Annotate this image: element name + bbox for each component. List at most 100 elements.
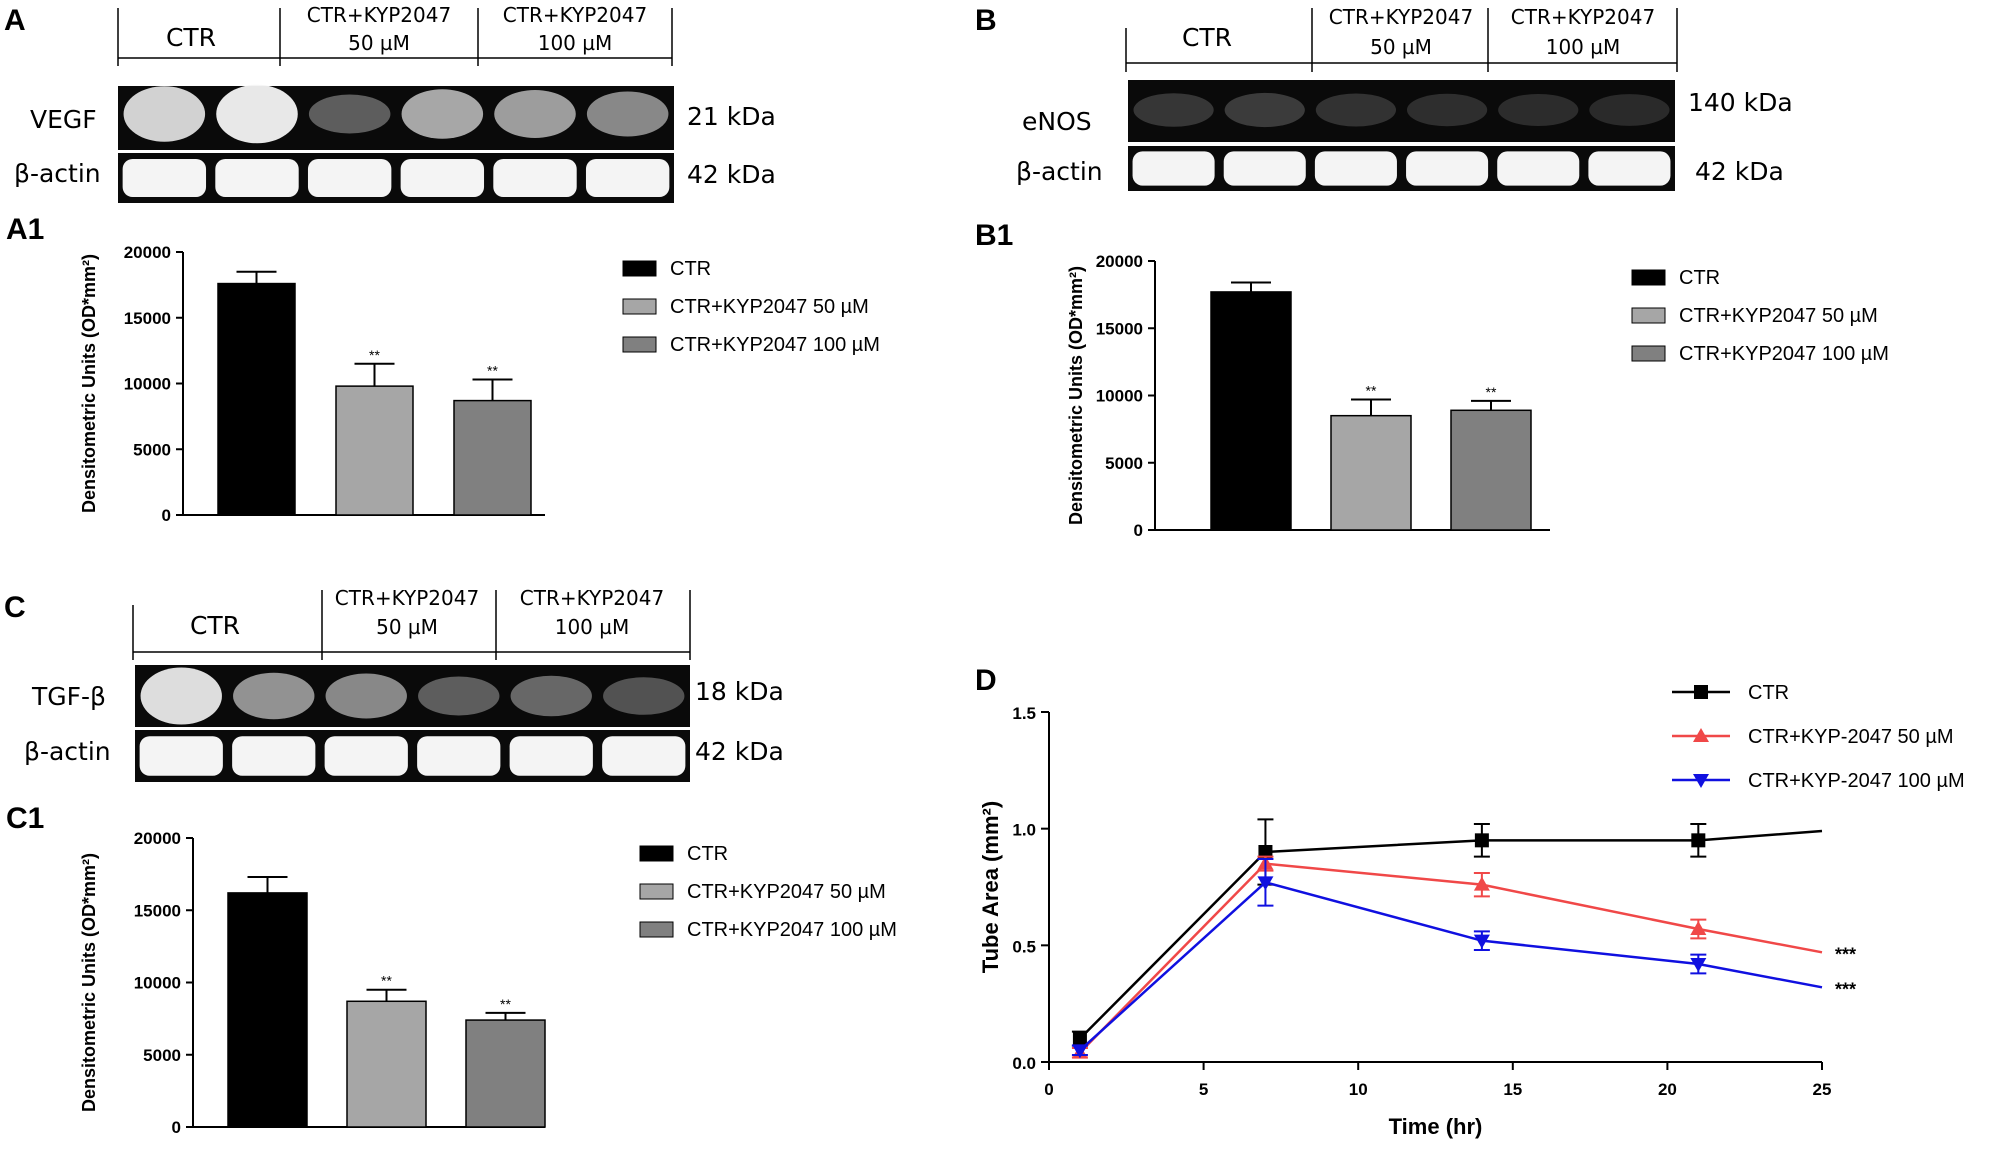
chart-d: 0 5 10 15 20 25 0.0 0.5 1.0 1.5 Time (hr) Tube Area… [978, 682, 1965, 1139]
panel-label-a1: A1 [6, 213, 44, 246]
b1-ytick-label: 0 [1134, 521, 1143, 540]
blot-b-band-4 [1406, 93, 1488, 127]
blot-c-band-2 [233, 672, 315, 720]
chart-a1: 0 5000 10000 15000 20000 Densitometric Units … [79, 243, 880, 525]
b1-legend-swatch [1631, 345, 1666, 362]
blot-c-header-lines [132, 590, 691, 660]
d-series-1-line [1079, 829, 1823, 1040]
blot-b-actin-band-6 [1588, 151, 1671, 186]
blot-a-band-1 [123, 86, 206, 142]
blot-c-band-3 [325, 673, 407, 719]
c1-significance: ** [500, 996, 511, 1012]
blot-c-band-6 [603, 677, 685, 715]
blot-b-actin-strip [1128, 146, 1675, 191]
b1-bar [1210, 291, 1292, 531]
blot-a-actin-band-2 [215, 159, 299, 197]
d-series-3-point [1690, 958, 1707, 972]
blot-a-band-3 [308, 94, 391, 134]
a1-bar [453, 399, 532, 516]
a1-ytick-label: 20000 [124, 243, 171, 262]
blot-c-actin-bands [139, 736, 686, 776]
blot-a-band-6 [586, 91, 669, 137]
b1-legend-label: CTR [1679, 267, 1720, 289]
d-series-3-point [1257, 876, 1274, 891]
c1-bar [346, 1000, 427, 1128]
blot-c-actin-band-1 [139, 736, 223, 776]
blot-a-protein-label: VEGF [30, 105, 97, 134]
blot-b-band-2 [1224, 92, 1305, 128]
blot-a-actin-band-4 [400, 159, 485, 197]
blot-a-actin-band-1 [122, 159, 207, 197]
blot-b-actin-band-5 [1497, 151, 1580, 186]
b1-ytick-label: 5000 [1105, 454, 1143, 473]
a1-significance: ** [487, 363, 498, 379]
blot-b-actin-bands [1132, 151, 1671, 186]
c1-bar [227, 892, 308, 1128]
d-series-3-line [1079, 880, 1823, 1052]
c1-ytick-label: 15000 [134, 901, 181, 920]
c1-legend-label: CTR+KYP2047 100 µM [687, 919, 897, 941]
d-series-1-point [1691, 833, 1706, 848]
a1-legend-swatch [622, 336, 657, 353]
a1-bar [335, 385, 414, 516]
a1-significance: ** [369, 347, 380, 363]
blot-b-actin-band-2 [1223, 151, 1306, 186]
blot-a-header-kyp100-dose: 100 µM [538, 31, 613, 55]
blot-b-protein-label: eNOS [1022, 107, 1092, 136]
b1-legend-label: CTR+KYP2047 50 µM [1679, 305, 1878, 327]
blot-a-header-lines [117, 8, 673, 66]
d-series-1-point [1258, 845, 1273, 859]
blot-b-header-kyp50: CTR+KYP2047 [1329, 5, 1473, 29]
a1-ytick-label: 10000 [124, 375, 171, 394]
d-xtick-label: 25 [1813, 1080, 1832, 1099]
blot-c-actin-band-6 [602, 736, 686, 776]
blot-b-control-label: β-actin [1016, 157, 1103, 186]
d-series-3-point [1071, 1044, 1088, 1059]
d-series-2-point [1473, 876, 1490, 891]
blot-a-protein-bands [123, 84, 669, 144]
blot-b-actin-band-3 [1314, 151, 1397, 186]
a1-legend-swatch [622, 260, 657, 277]
blot-a-actin-band-3 [307, 159, 392, 197]
d-legend-1-marker [1694, 685, 1708, 699]
a1-ytick-label: 15000 [124, 309, 171, 328]
blot-b-band-1 [1133, 93, 1214, 127]
c1-ytick-label: 20000 [134, 829, 181, 848]
a1-legend-swatch [622, 298, 657, 315]
blot-c-protein-strip [135, 665, 690, 727]
blot-c-actin-strip [135, 730, 690, 782]
blot-b-header-kyp100: CTR+KYP2047 [1511, 5, 1655, 29]
a1-legend-label: CTR+KYP2047 50 µM [670, 296, 869, 318]
b1-y-axis-label: Densitometric Units (OD*mm²) [1066, 266, 1086, 525]
blot-a-control-kda: 42 kDa [687, 160, 776, 189]
blot-b-header-lines [1125, 8, 1678, 72]
d-series-3-significance: *** [1835, 979, 1856, 999]
c1-ytick-label: 5000 [143, 1046, 181, 1065]
panel-label-c: C [4, 591, 26, 624]
blot-c-band-1 [140, 667, 222, 725]
d-legend-3-marker [1693, 774, 1709, 788]
d-xtick-label: 5 [1199, 1080, 1208, 1099]
blot-a-header-kyp50-dose: 50 µM [348, 31, 410, 55]
b1-significance: ** [1366, 383, 1377, 399]
c1-legend-swatch [639, 921, 674, 938]
chart-c1: 0 5000 10000 15000 20000 Densitometric Units … [79, 829, 897, 1137]
blot-c-header-kyp50-dose: 50 µM [376, 615, 438, 639]
blot-b: CTR CTR+KYP2047 50 µM CTR+KYP2047 100 µM… [1016, 5, 1793, 191]
panel-label-b1: B1 [975, 219, 1013, 252]
blot-b-actin-band-4 [1406, 151, 1489, 186]
blot-c-header-kyp100-dose: 100 µM [555, 615, 630, 639]
blot-b-header-kyp100-dose: 100 µM [1546, 35, 1621, 59]
blot-a-actin-bands [122, 159, 670, 197]
blot-a-band-2 [216, 84, 298, 144]
d-series-2-significance: *** [1835, 944, 1856, 964]
d-legend-1-label: CTR [1748, 682, 1789, 704]
b1-ytick-label: 20000 [1096, 252, 1143, 271]
blot-b-header-ctr: CTR [1182, 23, 1232, 52]
blot-a-header-ctr: CTR [166, 23, 216, 52]
c1-ytick-label: 10000 [134, 974, 181, 993]
blot-c-header-ctr: CTR [190, 611, 240, 640]
panel-label-a: A [4, 4, 26, 37]
panel-label-d: D [975, 664, 997, 697]
